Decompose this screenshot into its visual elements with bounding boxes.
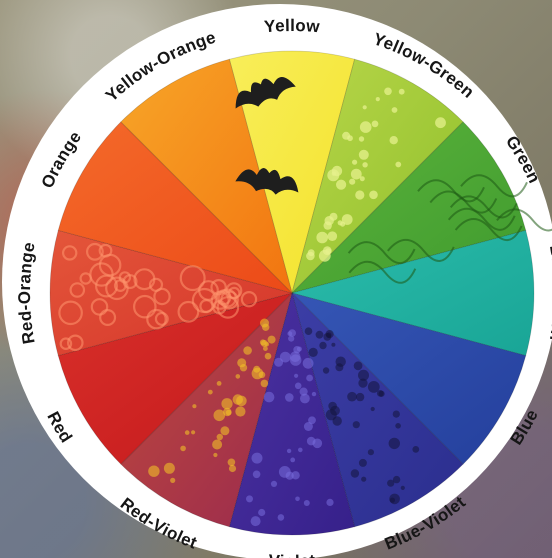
label-red: Red (43, 408, 76, 446)
wheel-segments (49, 50, 535, 536)
label-blue-green: Blue-Green (546, 244, 552, 343)
bat-motifs (235, 77, 299, 195)
segment-yellow (228, 50, 356, 295)
label-violet: Violet (268, 551, 316, 558)
label-green: Green (502, 132, 544, 186)
segment-blue (290, 292, 527, 465)
texture-green (347, 174, 552, 284)
segment-blue-green (290, 229, 535, 357)
segment-red (57, 292, 294, 465)
texture-red-orange (58, 242, 258, 352)
segment-yellow-orange (120, 58, 293, 295)
bat-icon (235, 77, 296, 109)
segment-orange (57, 121, 294, 294)
label-yellow: Yellow (263, 16, 321, 36)
label-red-orange: Red-Orange (15, 241, 39, 346)
bat-icon (235, 168, 299, 195)
texture-violet (246, 329, 334, 527)
segment-violet (228, 291, 356, 536)
texture-yellow-green (306, 87, 446, 262)
texture-red-violet (148, 318, 276, 483)
label-blue: Blue (507, 406, 542, 448)
segment-blue-violet (291, 291, 464, 528)
fabric-decorations (58, 77, 552, 527)
texture-blue-violet (304, 327, 420, 505)
